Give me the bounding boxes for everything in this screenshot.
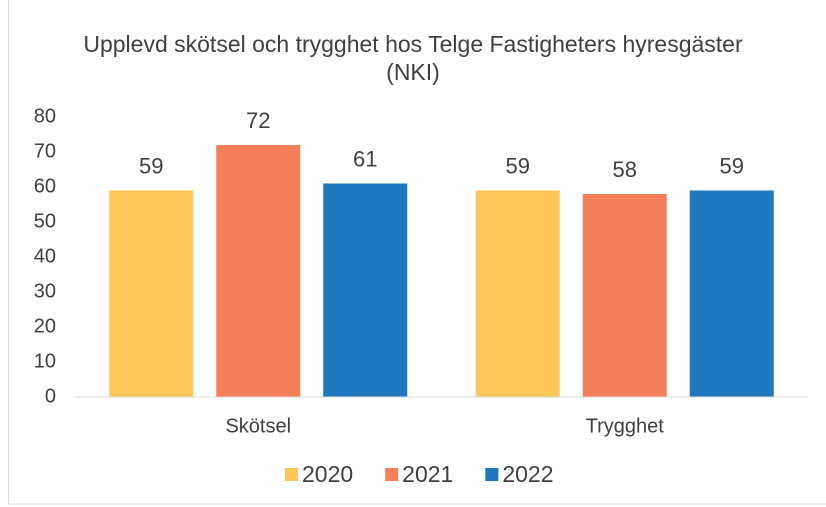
bar — [689, 190, 774, 397]
legend-swatch — [385, 468, 399, 481]
legend-label: 2022 — [502, 461, 553, 487]
x-tick-label: Trygghet — [586, 415, 665, 437]
y-tick-label: 10 — [34, 350, 56, 372]
y-tick-label: 0 — [45, 385, 56, 407]
legend-label: 2020 — [302, 461, 353, 487]
legend-swatch — [485, 468, 499, 481]
y-tick-label: 70 — [34, 140, 56, 162]
bar — [582, 194, 667, 397]
data-label: 59 — [506, 153, 530, 178]
y-tick-label: 30 — [34, 280, 56, 302]
y-tick-label: 50 — [34, 210, 56, 232]
x-tick-label: Skötsel — [225, 415, 291, 437]
y-tick-label: 20 — [34, 315, 56, 337]
data-label: 59 — [139, 153, 163, 178]
bar — [475, 190, 560, 397]
chart-title: Upplevd skötsel och trygghet hos Telge F… — [83, 31, 743, 85]
y-tick-label: 60 — [34, 175, 56, 197]
data-label: 61 — [353, 146, 377, 171]
legend-label: 2021 — [402, 461, 453, 487]
legend-swatch — [285, 468, 298, 481]
y-tick-label: 40 — [34, 245, 56, 267]
bar — [109, 190, 194, 397]
y-tick-label: 80 — [34, 105, 56, 127]
frame — [8, 0, 826, 505]
bar — [323, 183, 408, 397]
data-label: 58 — [613, 157, 637, 182]
bar — [216, 145, 301, 397]
data-label: 72 — [246, 108, 270, 133]
data-label: 59 — [720, 153, 744, 178]
